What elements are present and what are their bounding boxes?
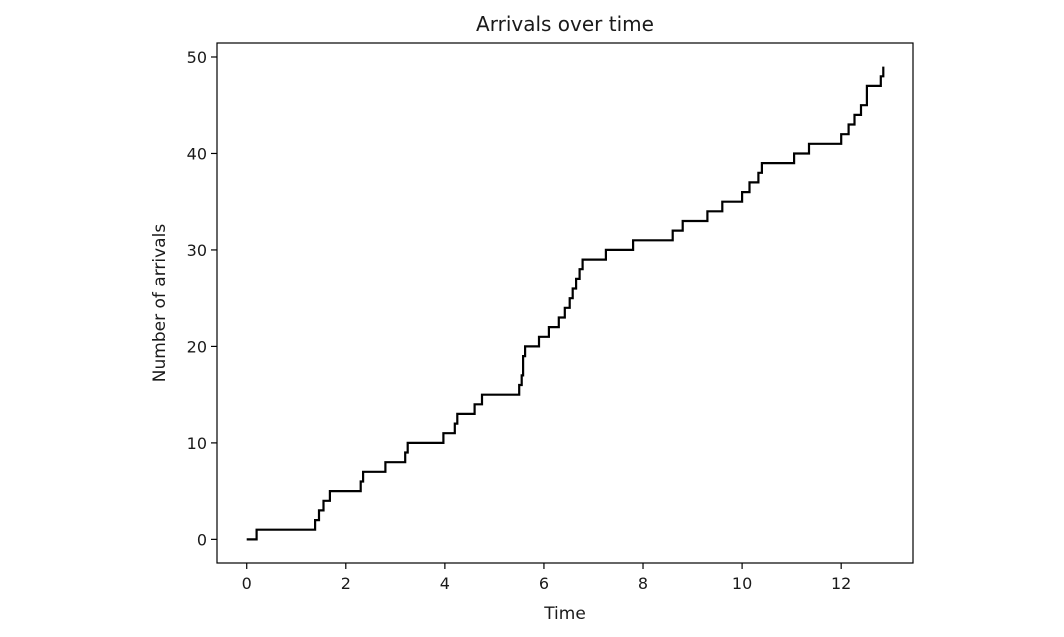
- x-tick-label: 8: [638, 574, 648, 593]
- x-tick-label: 6: [539, 574, 549, 593]
- y-tick-label: 10: [187, 434, 207, 453]
- chart-title: Arrivals over time: [476, 12, 654, 36]
- x-axis-label: Time: [543, 604, 586, 624]
- plot-frame: [216, 42, 914, 564]
- x-tick-label: 0: [242, 574, 252, 593]
- y-tick-label: 20: [187, 337, 207, 356]
- y-axis-label: Number of arrivals: [150, 224, 170, 383]
- x-tick-label: 4: [440, 574, 450, 593]
- y-tick-label: 50: [187, 48, 207, 67]
- x-tick-label: 10: [732, 574, 752, 593]
- y-tick-label: 0: [197, 530, 207, 549]
- y-tick-label: 30: [187, 241, 207, 260]
- x-tick-label: 2: [341, 574, 351, 593]
- x-tick-label: 12: [831, 574, 851, 593]
- series-step-line: [246, 66, 885, 541]
- y-tick-label: 40: [187, 144, 207, 163]
